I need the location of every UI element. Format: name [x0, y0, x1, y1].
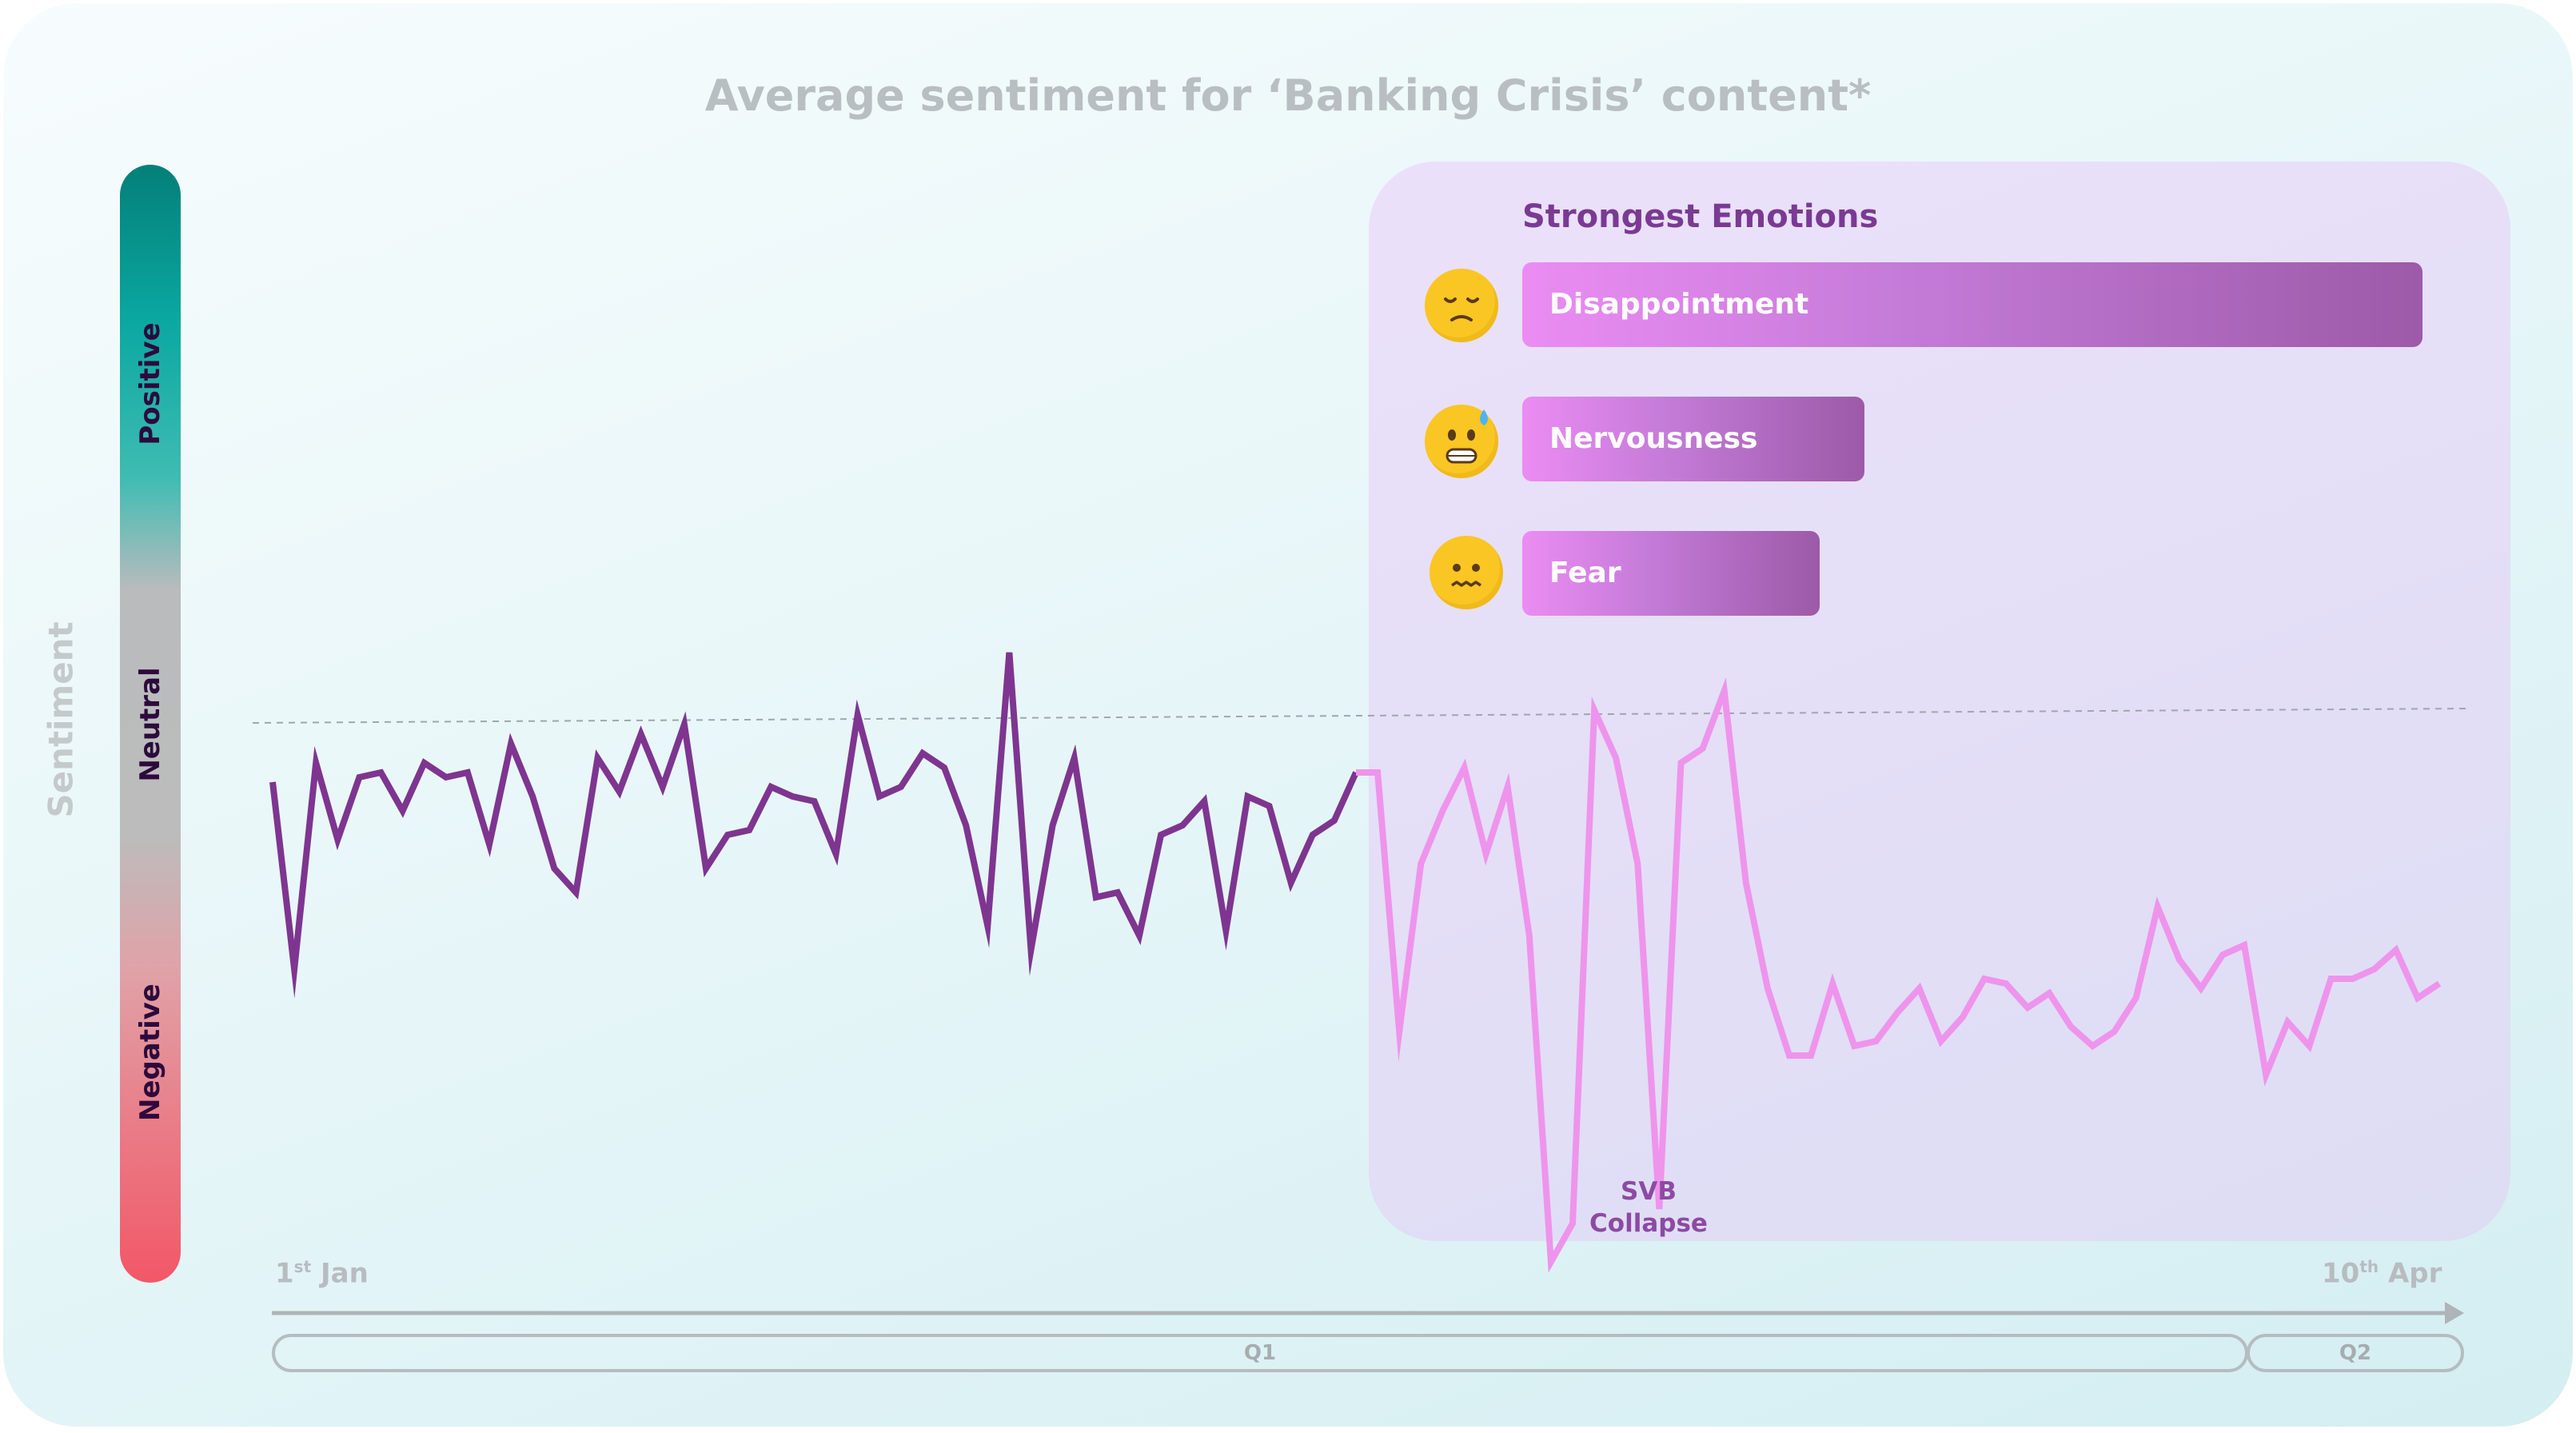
- worried-face-icon: [1430, 536, 1503, 609]
- emotions-title: Strongest Emotions: [1522, 198, 1879, 235]
- anxious-sweat-face-icon: [1425, 405, 1498, 478]
- series-line-1: [269, 652, 1359, 999]
- emotion-label: Nervousness: [1549, 422, 1758, 455]
- annotation-line: Collapse: [1589, 1209, 1708, 1238]
- emotion-bar: Fear: [1522, 531, 1820, 616]
- svb-collapse-annotation: SVB Collapse: [1569, 1176, 1729, 1239]
- emotion-label: Fear: [1549, 557, 1621, 589]
- emotion-label: Disappointment: [1549, 288, 1809, 321]
- period-q2: Q2: [2247, 1334, 2464, 1372]
- x-axis-arrowhead: [2445, 1302, 2464, 1324]
- x-end-label: 10th Apr: [2322, 1257, 2442, 1290]
- chart-title: Average sentiment for ‘Banking Crisis’ c…: [704, 70, 1872, 121]
- series-line-2: [1356, 677, 2442, 1273]
- sentiment-scale-bar: [120, 165, 181, 1283]
- period-q1: Q1: [272, 1334, 2248, 1372]
- neutral-reference-line: [252, 708, 2471, 724]
- emotion-bar: Disappointment: [1522, 262, 2422, 347]
- x-start-label: 1st Jan: [275, 1257, 369, 1290]
- annotation-line: SVB: [1621, 1177, 1677, 1206]
- pensive-face-icon: [1425, 269, 1498, 342]
- emotion-bar: Nervousness: [1522, 397, 1864, 481]
